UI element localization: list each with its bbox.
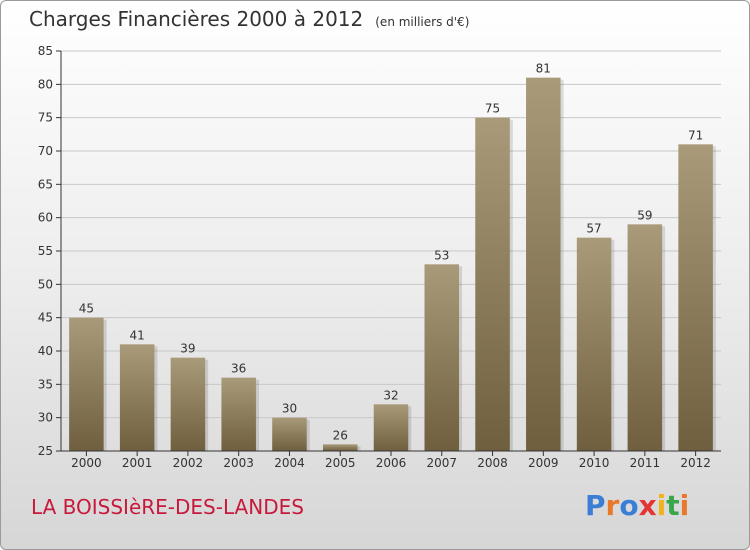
x-tick-label: 2008 xyxy=(477,456,508,470)
value-label: 53 xyxy=(434,248,449,262)
y-tick-label: 30 xyxy=(38,411,53,425)
logo-letter: t xyxy=(666,489,680,522)
x-tick-label: 2010 xyxy=(579,456,610,470)
bar-2007 xyxy=(424,264,460,451)
logo-letter: o xyxy=(619,489,639,522)
bar-2004 xyxy=(272,417,307,451)
bar-2003 xyxy=(221,377,256,451)
logo-letter: i xyxy=(656,489,667,522)
x-tick-label: 2004 xyxy=(274,456,305,470)
y-tick-label: 70 xyxy=(38,144,53,158)
x-tick-label: 2001 xyxy=(122,456,153,470)
y-tick-label: 25 xyxy=(38,444,53,458)
y-tick-label: 60 xyxy=(38,211,53,225)
x-tick-label: 2005 xyxy=(325,456,356,470)
value-label: 30 xyxy=(282,402,297,416)
logo-letter: P xyxy=(585,489,606,522)
data-labels: 45 41 39 36 30 26 32 53 75 81 57 59 71 xyxy=(79,62,704,443)
x-tick-label: 2007 xyxy=(426,456,457,470)
value-label: 57 xyxy=(586,222,601,236)
bar-2005 xyxy=(322,444,358,451)
bar-2012 xyxy=(678,144,713,452)
y-tick-label: 35 xyxy=(38,377,53,391)
y-tick-label: 75 xyxy=(38,111,53,125)
value-label: 75 xyxy=(485,102,500,116)
x-tick-label: 2009 xyxy=(528,456,559,470)
axes: 25 30 35 40 45 50 55 60 65 70 75 80 85 2000 2001 2002 20… xyxy=(38,44,721,470)
x-tick-label: 2006 xyxy=(376,456,407,470)
chart-unit: (en milliers d'€) xyxy=(375,15,470,29)
chart-title: Charges Financières 2000 à 2012 (en milli… xyxy=(29,7,469,31)
y-tick-label: 55 xyxy=(38,244,53,258)
value-label: 45 xyxy=(79,302,94,316)
proxiti-logo[interactable]: Proxiti xyxy=(585,489,689,522)
value-label: 71 xyxy=(688,128,703,142)
bar-2006 xyxy=(373,404,409,451)
bar-2008 xyxy=(475,117,510,452)
x-tick-label: 2012 xyxy=(680,456,711,470)
commune-name: LA BOISSIèRE-DES-LANDES xyxy=(31,495,304,519)
value-label: 26 xyxy=(333,428,348,442)
bars xyxy=(69,77,716,452)
bar-2002 xyxy=(170,357,206,451)
value-label: 81 xyxy=(536,62,551,76)
value-label: 36 xyxy=(231,362,246,376)
bar-2000 xyxy=(69,317,104,451)
bar-2001 xyxy=(119,344,155,451)
bar-2011 xyxy=(627,224,663,451)
chart-title-text: Charges Financières 2000 à 2012 xyxy=(29,7,364,31)
y-tick-label: 45 xyxy=(38,311,53,325)
value-label: 41 xyxy=(130,328,145,342)
y-tick-label: 80 xyxy=(38,77,53,91)
y-tick-label: 50 xyxy=(38,277,53,291)
bar-2010 xyxy=(576,237,612,451)
x-tick-label: 2002 xyxy=(173,456,204,470)
logo-letter: i xyxy=(679,489,690,522)
logo-letter: r xyxy=(605,489,620,522)
x-tick-label: 2000 xyxy=(71,456,102,470)
value-label: 39 xyxy=(180,342,195,356)
value-label: 32 xyxy=(383,388,398,402)
y-tick-label: 85 xyxy=(38,44,53,58)
x-tick-label: 2003 xyxy=(223,456,254,470)
logo-letter: x xyxy=(638,489,657,522)
value-label: 59 xyxy=(637,208,652,222)
y-tick-label: 65 xyxy=(38,177,53,191)
x-tick-label: 2011 xyxy=(630,456,661,470)
bar-2009 xyxy=(526,77,561,452)
y-tick-label: 40 xyxy=(38,344,53,358)
